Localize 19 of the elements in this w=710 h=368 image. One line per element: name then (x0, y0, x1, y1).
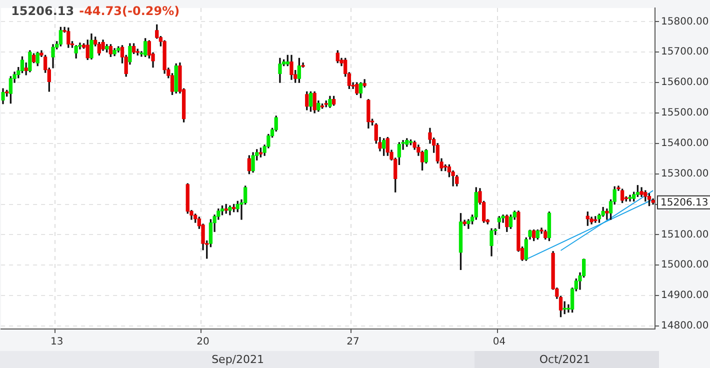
text: Sep/2021 (212, 352, 264, 366)
chart-subtitle: -44.73(-0.29%) (79, 4, 180, 18)
y-tick-label: 14800.00 (661, 320, 709, 332)
x-tick-label: 27 (346, 336, 360, 348)
y-tick-label: 15300.00 (661, 168, 709, 180)
x-tick-label: 04 (492, 336, 506, 348)
chart-title: 15206.13 (11, 4, 74, 18)
text: 15206.13 (660, 198, 708, 209)
x-tick-label: 20 (196, 336, 210, 348)
y-tick-label: 15100.00 (661, 229, 709, 240)
y-tick-label: 15000.00 (661, 260, 709, 271)
x-tick-label: 13 (50, 336, 64, 348)
text: Oct/2021 (539, 352, 590, 366)
y-tick-label: 15700.00 (661, 46, 709, 58)
y-tick-label: 15400.00 (661, 138, 709, 149)
y-tick-label: 15800.00 (661, 16, 709, 28)
y-tick-label: 15600.00 (661, 77, 709, 88)
y-tick-label: 15500.00 (661, 108, 709, 119)
y-tick-label: 14900.00 (661, 290, 709, 302)
